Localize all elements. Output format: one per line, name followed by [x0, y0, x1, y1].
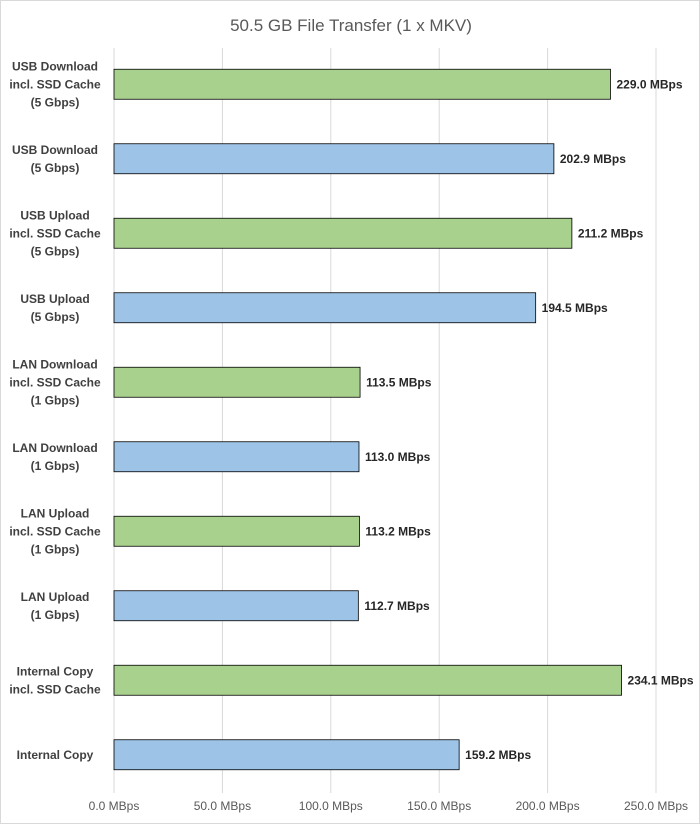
bar [113, 366, 361, 398]
category-label: Internal Copy [17, 748, 94, 762]
category-label: LAN Download incl. SSD Cache (1 Gbps) [9, 357, 101, 407]
data-label: 113.5 MBps [366, 375, 432, 389]
category-label: LAN Upload (1 Gbps) [21, 590, 90, 622]
category-label: Internal Copy incl. SSD Cache [9, 664, 101, 696]
category-label: LAN Download (1 Gbps) [12, 441, 97, 473]
bar [113, 292, 537, 324]
x-tick-label: 200.0 MBps [516, 799, 580, 813]
x-tick-label: 100.0 MBps [299, 799, 363, 813]
category-label: USB Download (5 Gbps) [12, 143, 98, 175]
x-tick-label: 50.0 MBps [194, 799, 251, 813]
bar [113, 441, 360, 473]
category-label: LAN Upload incl. SSD Cache (1 Gbps) [9, 506, 101, 556]
bar [113, 739, 460, 771]
data-label: 113.0 MBps [365, 450, 431, 464]
x-tick-label: 0.0 MBps [89, 799, 140, 813]
data-label: 113.2 MBps [365, 524, 431, 538]
bar [113, 68, 611, 100]
bar [113, 217, 573, 249]
data-label: 229.0 MBps [616, 77, 682, 91]
bar [113, 664, 622, 696]
category-label: USB Upload (5 Gbps) [20, 292, 89, 324]
x-tick-label: 150.0 MBps [407, 799, 471, 813]
chart-title: 50.5 GB File Transfer (1 x MKV) [230, 16, 472, 35]
data-label: 112.7 MBps [364, 599, 430, 613]
data-label: 202.9 MBps [560, 152, 626, 166]
bar [113, 515, 360, 547]
bar [113, 143, 555, 175]
category-label: USB Upload incl. SSD Cache (5 Gbps) [9, 208, 101, 258]
bar [113, 590, 359, 622]
category-label: USB Download incl. SSD Cache (5 Gbps) [9, 59, 101, 109]
data-label: 211.2 MBps [578, 226, 644, 240]
data-label: 159.2 MBps [465, 748, 531, 762]
data-label: 194.5 MBps [542, 301, 608, 315]
data-label: 234.1 MBps [628, 673, 694, 687]
x-tick-label: 250.0 MBps [624, 799, 688, 813]
